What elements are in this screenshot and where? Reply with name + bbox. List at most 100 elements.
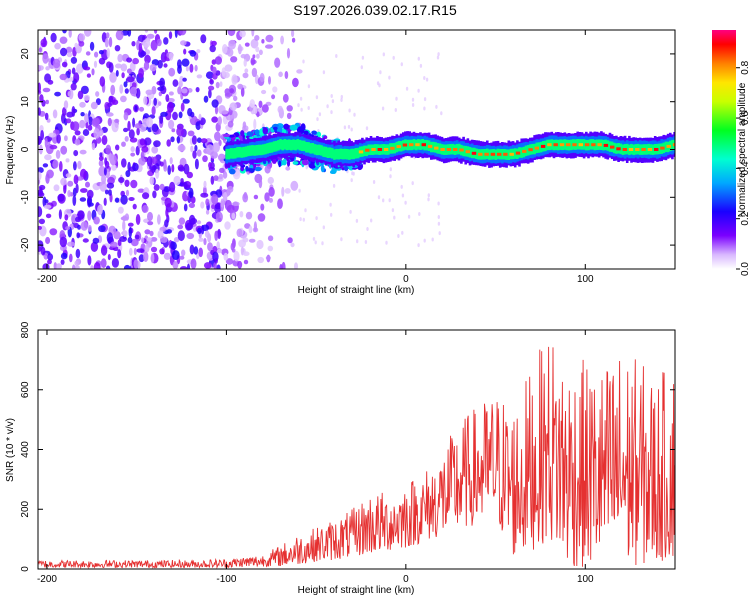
heatmap-noise-cell	[198, 247, 203, 258]
heatmap-noise-cell	[169, 157, 173, 165]
heatmap-noise-cell	[196, 149, 202, 157]
heatmap-noise-cell	[365, 126, 369, 131]
heatmap-noise-cell	[147, 211, 153, 222]
top-y-tick-label: 10	[20, 96, 31, 108]
heatmap-noise-cell	[44, 154, 52, 161]
heatmap-noise-cell	[332, 183, 336, 188]
heatmap-noise-cell	[135, 145, 140, 156]
heatmap-noise-cell	[64, 214, 69, 221]
heatmap-noise-cell	[179, 255, 185, 260]
heatmap-noise-cell	[209, 78, 213, 83]
heatmap-noise-cell	[70, 83, 77, 91]
heatmap-noise-cell	[128, 197, 135, 201]
heatmap-noise-cell	[249, 99, 255, 108]
heatmap-noise-cell	[353, 112, 356, 117]
heatmap-noise-cell	[211, 40, 217, 47]
heatmap-noise-cell	[229, 88, 234, 94]
heatmap-noise-cell	[407, 214, 411, 219]
heatmap-noise-cell	[110, 84, 116, 96]
heatmap-noise-cell	[101, 135, 108, 146]
heatmap-ridge-core	[421, 143, 426, 147]
heatmap-noise-cell	[65, 226, 71, 231]
heatmap-ridge-core	[427, 144, 433, 148]
top-y-axis-label: Frequency (Hz)	[5, 116, 16, 185]
heatmap-noise-cell	[120, 95, 127, 103]
heatmap-noise-cell	[142, 192, 150, 200]
heatmap-ridge-inner	[399, 141, 403, 152]
heatmap-noise-cell	[79, 101, 86, 108]
heatmap-noise-cell	[349, 209, 352, 214]
heatmap-noise-cell	[124, 213, 130, 221]
heatmap-noise-cell	[174, 30, 178, 38]
heatmap-noise-cell	[90, 101, 98, 110]
heatmap-noise-cell	[62, 30, 67, 34]
heatmap-noise-cell	[190, 196, 196, 204]
heatmap-noise-cell	[39, 186, 43, 193]
heatmap-noise-cell	[179, 75, 184, 83]
heatmap-ridge-inner	[582, 139, 586, 150]
bottom-y-axis: 0 200 400 600 800	[20, 321, 675, 572]
heatmap-noise-cell	[304, 208, 307, 213]
heatmap-noise-cell	[150, 39, 158, 51]
heatmap-noise-cell	[135, 88, 141, 99]
heatmap-signal-cell	[270, 128, 275, 133]
heatmap-noise-cell	[146, 237, 152, 242]
heatmap-noise-cell	[228, 39, 237, 50]
heatmap-noise-cell	[431, 237, 434, 242]
heatmap-ridge-inner	[300, 140, 304, 151]
heatmap-noise-cell	[115, 70, 119, 77]
heatmap-noise-cell	[126, 76, 135, 83]
heatmap-ridge-core	[396, 145, 401, 149]
heatmap-noise-cell	[163, 163, 168, 172]
heatmap-ridge-inner	[346, 149, 349, 160]
heatmap-ridge-core	[490, 152, 496, 156]
heatmap-noise-cell	[117, 53, 123, 63]
heatmap-noise-cell	[159, 183, 165, 191]
heatmap-ridge-inner	[393, 142, 396, 154]
heatmap-noise-cell	[239, 211, 244, 218]
heatmap-noise-cell	[195, 87, 200, 93]
heatmap-noise-cell	[340, 94, 343, 99]
heatmap-noise-cell	[215, 81, 220, 89]
heatmap-ridge-core	[622, 148, 627, 151]
heatmap-noise-cell	[388, 75, 391, 80]
heatmap-ridge-inner	[311, 143, 315, 154]
heatmap-noise-cell	[382, 52, 385, 57]
heatmap-noise-cell	[47, 259, 52, 265]
heatmap-noise-cell	[103, 167, 107, 176]
heatmap-noise-cell	[203, 180, 207, 189]
heatmap-noise-cell	[45, 66, 50, 71]
heatmap-noise-cell	[257, 256, 265, 264]
heatmap-noise-cell	[73, 161, 77, 171]
heatmap-noise-cell	[72, 264, 76, 269]
heatmap-noise-cell	[74, 260, 79, 266]
heatmap-signal-cell	[254, 129, 260, 136]
heatmap-noise-cell	[172, 79, 179, 87]
heatmap-noise-cell	[97, 204, 103, 216]
heatmap-noise-cell	[366, 227, 369, 231]
heatmap-ridge-inner	[279, 139, 282, 150]
heatmap-noise-cell	[192, 150, 197, 159]
heatmap-ridge-inner	[563, 139, 567, 150]
heatmap-noise-cell	[91, 142, 96, 151]
heatmap-noise-cell	[79, 119, 86, 129]
heatmap-noise-cell	[418, 212, 421, 216]
heatmap-noise-cell	[114, 118, 120, 124]
heatmap-ridge-inner	[339, 148, 343, 160]
heatmap-noise-cell	[286, 112, 292, 120]
heatmap-noise-cell	[63, 183, 67, 194]
heatmap-noise-cell	[265, 255, 271, 261]
heatmap-ridge-inner	[255, 145, 259, 156]
heatmap-noise-cell	[189, 50, 197, 57]
heatmap-noise-cell	[115, 30, 124, 41]
heatmap-noise-cell	[198, 113, 202, 121]
top-y-tick-label: 0	[20, 146, 31, 152]
heatmap-noise-cell	[389, 174, 392, 179]
heatmap-noise-cell	[400, 62, 403, 67]
heatmap-noise-cell	[167, 165, 171, 176]
heatmap-noise-cell	[287, 237, 293, 244]
bottom-y-tick-label: 400	[20, 441, 31, 458]
heatmap-ridge-core	[390, 146, 395, 150]
heatmap-signal-cell	[344, 165, 349, 172]
heatmap-noise-cell	[281, 186, 285, 197]
